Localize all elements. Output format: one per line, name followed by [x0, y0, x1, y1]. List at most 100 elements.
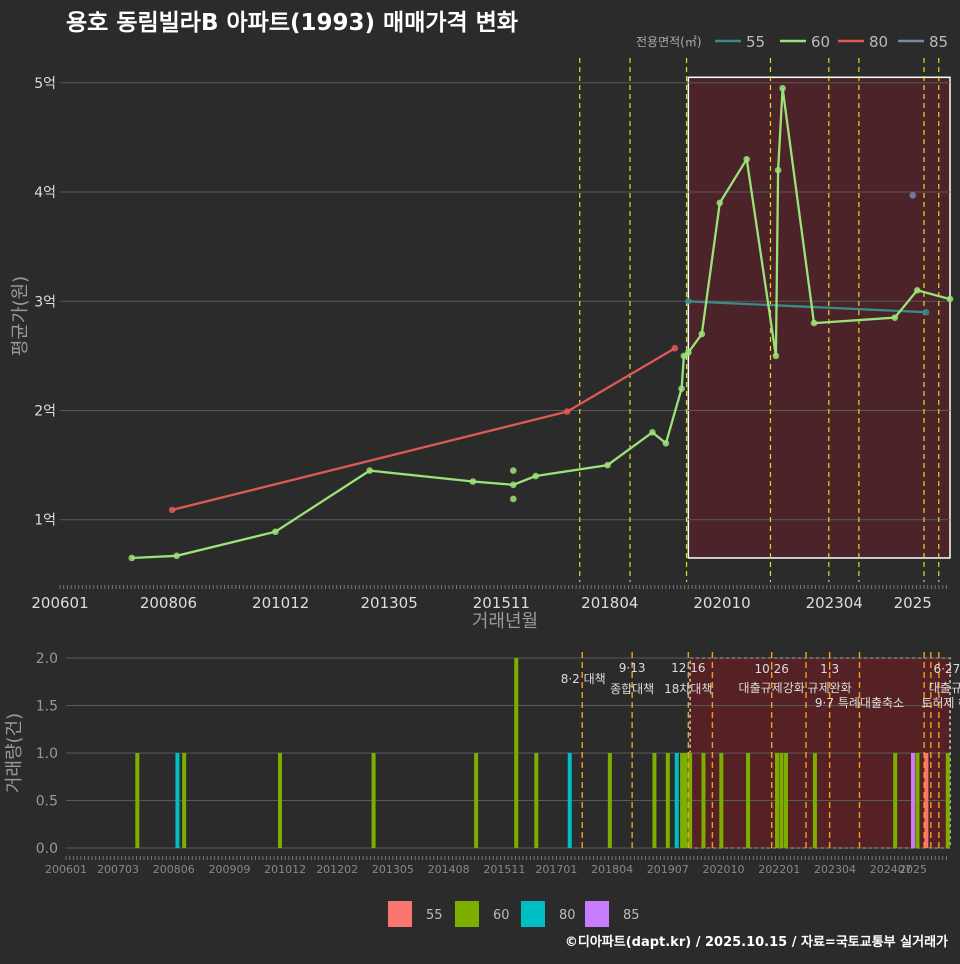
bar-55 — [924, 753, 929, 848]
data-point-55 — [922, 308, 930, 316]
data-point-60 — [891, 314, 899, 321]
data-point-60_extra — [510, 495, 517, 503]
policy-label: 규제완화 — [808, 681, 852, 695]
policy-label: 8·2 대책 — [561, 671, 606, 686]
bar-85 — [910, 753, 915, 848]
bar-60 — [665, 753, 670, 848]
y-tick-label: 4억 — [34, 185, 56, 201]
bar-60 — [182, 753, 187, 848]
bar-60 — [534, 753, 539, 848]
x-tick-label: 200806 — [140, 594, 197, 612]
data-point-60 — [779, 84, 786, 92]
bar-60 — [945, 753, 950, 848]
x-tick-label: 201804 — [581, 594, 638, 612]
data-point-60 — [698, 330, 706, 338]
legend-title: 전용면적(㎡) — [636, 35, 702, 49]
x-tick-label: 2025 — [894, 594, 932, 612]
bar-60 — [474, 753, 479, 848]
data-point-60 — [649, 429, 656, 436]
x-tick-label: 200601 — [31, 594, 88, 612]
data-point-80 — [168, 506, 176, 514]
y-tick-label: 2억 — [34, 403, 56, 419]
data-point-60 — [604, 461, 611, 469]
bar-60 — [779, 753, 784, 848]
x-tick-label: 201305 — [372, 863, 414, 876]
policy-label: 대출규제강화 — [739, 681, 805, 695]
y-tick-label: 2.0 — [36, 651, 58, 667]
data-point-60 — [662, 439, 670, 447]
x-tick-label: 202010 — [693, 594, 750, 612]
bar-60 — [775, 753, 780, 848]
bar-60 — [514, 658, 519, 848]
legend-label-85: 85 — [623, 908, 640, 923]
bar-60 — [135, 753, 140, 848]
data-point-60 — [678, 385, 685, 392]
legend-label-80: 80 — [869, 33, 888, 51]
bar-60 — [652, 753, 657, 848]
legend-label-55: 55 — [426, 908, 443, 923]
data-point-60 — [774, 166, 782, 174]
y-tick-label: 1억 — [34, 513, 56, 529]
data-point-60 — [946, 295, 954, 303]
policy-label: 18차대책 — [664, 681, 712, 696]
bar-60 — [277, 753, 282, 848]
volume-chart: 0.0 0.5 1.0 1.5 2.0 거래량(건) 8·2 대책 9·13 종합대책 12·16… — [4, 651, 960, 876]
y-tick-label: 0.0 — [36, 841, 58, 857]
volume-legend: 55 60 80 85 — [388, 901, 640, 927]
data-point-80 — [671, 344, 679, 352]
x-tick-label: 201305 — [360, 594, 417, 612]
x-tick-label: 201511 — [483, 863, 525, 876]
legend-label-80: 80 — [559, 908, 576, 923]
x-tick-label: 201408 — [428, 863, 470, 876]
data-point-60 — [772, 352, 780, 360]
bar-80 — [175, 753, 180, 848]
legend-label-60: 60 — [811, 33, 830, 51]
legend-label-85: 85 — [929, 33, 948, 51]
legend-label-60: 60 — [493, 908, 510, 923]
data-point-60 — [716, 199, 724, 207]
policy-label: 9·13 — [619, 661, 646, 675]
legend-swatch-60 — [455, 901, 479, 927]
policy-label: 토허제 해제 — [921, 696, 960, 710]
credit-text: ©디아파트(dapt.kr) / 2025.10.15 / 자료=국토교통부 실… — [565, 934, 948, 950]
x-tick-label: 2025 — [899, 863, 927, 876]
bar-60 — [746, 753, 751, 848]
x-tick-label: 201907 — [647, 863, 689, 876]
price-legend: 전용면적(㎡) 55 60 80 85 — [636, 33, 948, 51]
bar-60 — [812, 753, 817, 848]
policy-label: 9·7 특례대출축소 — [815, 696, 904, 710]
data-point-60 — [173, 552, 180, 560]
x-tick-label: 201012 — [264, 863, 306, 876]
x-tick-label: 202010 — [703, 863, 745, 876]
highlight-region — [687, 76, 951, 559]
bar-60 — [607, 753, 612, 848]
bar-60 — [680, 753, 685, 848]
legend-swatch-80 — [521, 901, 545, 927]
legend-swatch-55 — [388, 901, 412, 927]
bar-60 — [683, 753, 688, 848]
y-tick-label: 1.5 — [36, 699, 58, 715]
data-point-60 — [272, 528, 279, 536]
data-point-60 — [685, 349, 692, 356]
data-point-60 — [532, 472, 540, 480]
data-point-60 — [366, 467, 373, 474]
x-minor-ticks — [65, 856, 947, 860]
bar-60 — [688, 753, 693, 848]
x-tick-label: 201804 — [591, 863, 633, 876]
series-line-55 — [688, 300, 927, 314]
policy-label: 6·27 — [933, 662, 960, 676]
x-axis-title: 거래년월 — [472, 611, 538, 632]
y-axis-title: 거래량(건) — [4, 713, 25, 793]
data-point-85 — [909, 191, 917, 199]
x-tick-label: 202407 — [870, 863, 912, 876]
bar-60 — [701, 753, 706, 848]
y-axis-title: 평균가(원) — [10, 276, 31, 356]
y-tick-label: 0.5 — [36, 794, 58, 810]
x-tick-label: 202304 — [814, 863, 856, 876]
data-point-60_extra — [510, 467, 517, 474]
x-tick-label: 202201 — [758, 863, 800, 876]
bar-60 — [719, 753, 724, 848]
x-tick-label: 202304 — [806, 594, 863, 612]
